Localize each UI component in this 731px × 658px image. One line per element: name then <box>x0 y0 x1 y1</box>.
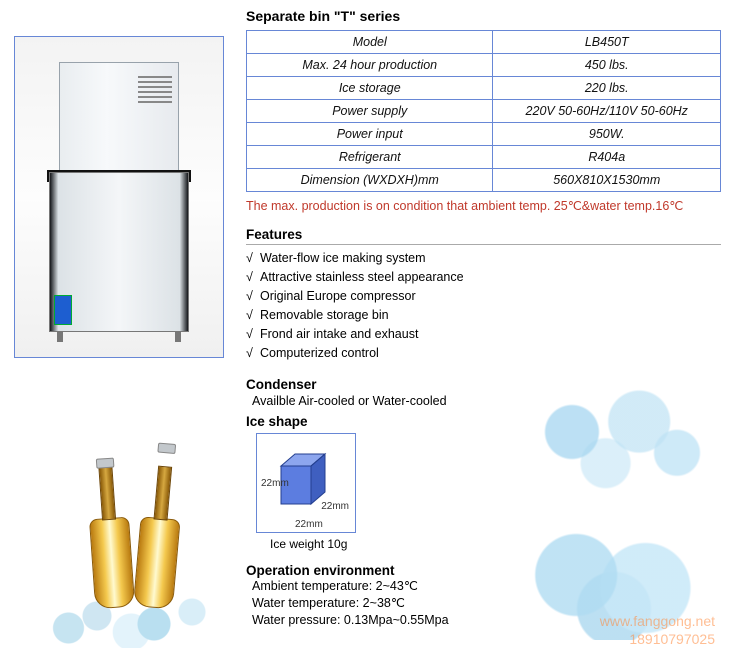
ice-maker-illustration <box>49 62 189 332</box>
spec-label: Dimension (WXDXH)mm <box>247 169 493 192</box>
spec-value: LB450T <box>493 31 721 54</box>
spec-value: 950W. <box>493 123 721 146</box>
production-note: The max. production is on condition that… <box>246 198 721 213</box>
spec-label: Ice storage <box>247 77 493 100</box>
feature-item: Water-flow ice making system <box>246 249 721 268</box>
spec-value: 220V 50-60Hz/110V 50-60Hz <box>493 100 721 123</box>
watermark-phone: 18910797025 <box>600 630 715 648</box>
feature-item: Attractive stainless steel appearance <box>246 268 721 287</box>
spec-label: Refrigerant <box>247 146 493 169</box>
cube-dim-depth: 22mm <box>321 501 349 512</box>
ice-cubes-image <box>509 380 719 640</box>
feature-item: Original Europe compressor <box>246 287 721 306</box>
table-row: RefrigerantR404a <box>247 146 721 169</box>
ice-cube-diagram: 22mm 22mm 22mm <box>256 433 356 533</box>
beer-on-ice-image <box>40 438 230 648</box>
spec-label: Max. 24 hour production <box>247 54 493 77</box>
spec-label: Model <box>247 31 493 54</box>
feature-item: Frond air intake and exhaust <box>246 325 721 344</box>
cube-dim-height: 22mm <box>261 478 289 489</box>
features-heading: Features <box>246 227 721 245</box>
feature-item: Removable storage bin <box>246 306 721 325</box>
spec-label: Power input <box>247 123 493 146</box>
features-list: Water-flow ice making systemAttractive s… <box>246 249 721 363</box>
page-title: Separate bin "T" series <box>246 8 721 24</box>
spec-value: R404a <box>493 146 721 169</box>
product-photo <box>14 36 224 358</box>
spec-value: 220 lbs. <box>493 77 721 100</box>
table-row: Power input950W. <box>247 123 721 146</box>
table-row: Max. 24 hour production450 lbs. <box>247 54 721 77</box>
feature-item: Computerized control <box>246 344 721 363</box>
table-row: Ice storage220 lbs. <box>247 77 721 100</box>
spec-value: 560X810X1530mm <box>493 169 721 192</box>
spec-table: ModelLB450TMax. 24 hour production450 lb… <box>246 30 721 192</box>
spec-label: Power supply <box>247 100 493 123</box>
watermark-url: www.fanggong.net <box>600 612 715 630</box>
table-row: Power supply220V 50-60Hz/110V 50-60Hz <box>247 100 721 123</box>
spec-value: 450 lbs. <box>493 54 721 77</box>
table-row: ModelLB450T <box>247 31 721 54</box>
table-row: Dimension (WXDXH)mm560X810X1530mm <box>247 169 721 192</box>
cube-dim-width: 22mm <box>295 519 323 530</box>
watermark: www.fanggong.net 18910797025 <box>600 612 715 648</box>
